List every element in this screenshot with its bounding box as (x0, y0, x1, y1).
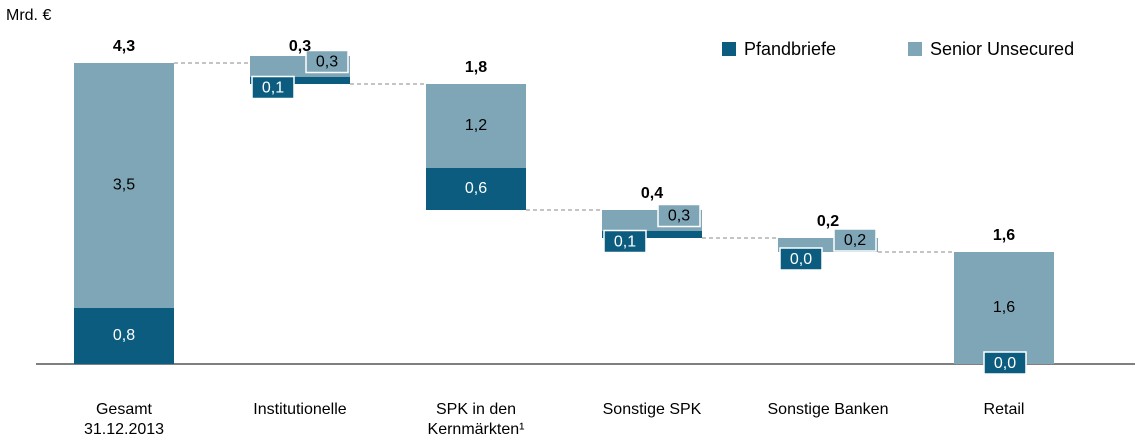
x-tick-label-line: SPK in den (436, 401, 516, 418)
x-tick-label: Retail (984, 401, 1025, 418)
segment-label: 1,2 (465, 117, 487, 134)
total-label: 0,4 (641, 185, 663, 202)
label-box (833, 228, 877, 252)
bar-segment (954, 252, 1054, 364)
segment-label: 0,3 (668, 208, 690, 225)
total-label: 0,3 (289, 38, 311, 55)
x-tick-label: Gesamt 31.12.2013 (84, 401, 164, 438)
legend-swatch (908, 42, 922, 56)
segment-label: 0,2 (844, 232, 866, 249)
segment-label: 0,0 (994, 355, 1016, 372)
segment-label: 0,1 (614, 234, 636, 251)
label-box (251, 75, 295, 100)
label-box (603, 229, 647, 254)
segment-label: 0,3 (316, 54, 338, 71)
unit-label: Mrd. € (6, 7, 51, 24)
bar-segment (74, 308, 174, 364)
segment-label: 0,8 (113, 327, 135, 344)
legend-label: Pfandbriefe (744, 39, 836, 59)
segment-label: 1,6 (993, 299, 1015, 316)
x-tick-label: Sonstige Banken (768, 401, 889, 418)
bar-segment (426, 84, 526, 168)
x-tick-label-line: Retail (984, 401, 1025, 418)
label-box (983, 351, 1027, 375)
legend-swatch (722, 42, 736, 56)
x-tick-label: SPK in den Kernmärkten¹ (428, 401, 525, 438)
x-tick-label: Institutionelle (253, 401, 346, 418)
segment-label: 0,1 (262, 80, 284, 97)
label-box (779, 247, 823, 271)
total-label: 1,6 (993, 227, 1015, 244)
segment-label: 0,0 (790, 251, 812, 268)
segment-label: 3,5 (113, 177, 135, 194)
label-box (305, 49, 349, 74)
bar-segment (602, 231, 702, 238)
label-box (657, 203, 701, 228)
total-label: 4,3 (113, 38, 135, 55)
x-tick-label-line: Institutionelle (253, 401, 346, 418)
bar-segment (250, 77, 350, 84)
total-label: 1,8 (465, 59, 487, 76)
x-tick-label-line: 31.12.2013 (84, 421, 164, 438)
total-label: 0,2 (817, 213, 839, 230)
segment-label: 0,6 (465, 180, 487, 197)
x-tick-label-line: Gesamt (96, 401, 153, 418)
x-tick-label-line: Kernmärkten¹ (428, 421, 525, 438)
x-tick-label-line: Sonstige SPK (603, 401, 702, 418)
legend-label: Senior Unsecured (930, 39, 1074, 59)
x-tick-label: Sonstige SPK (603, 401, 702, 418)
x-tick-label-line: Sonstige Banken (768, 401, 889, 418)
bar-segment (426, 168, 526, 210)
bar-segment (74, 63, 174, 308)
